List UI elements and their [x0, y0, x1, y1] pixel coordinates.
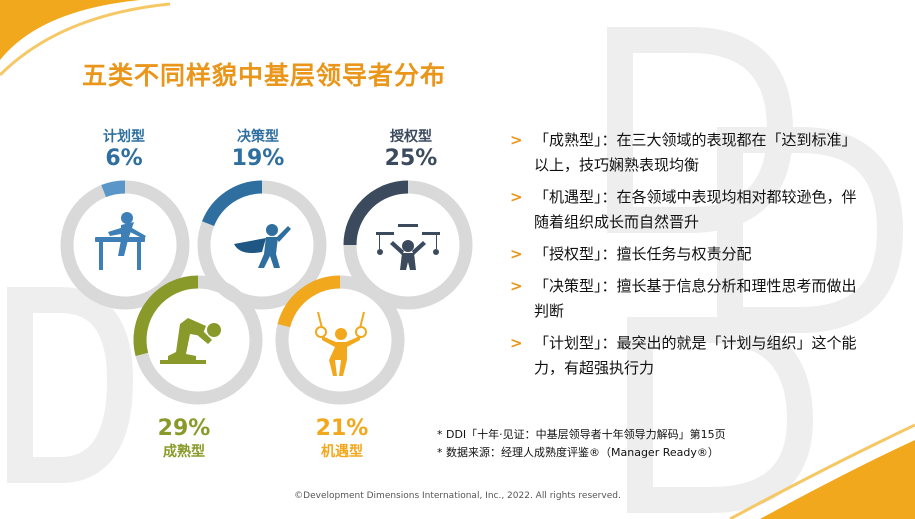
bullet-text: 「机遇型」：在各领域中表现均相对都较逊色，伴随着组织成长而自然晋升: [534, 188, 857, 231]
list-item: > 「决策型」：擅长基于信息分析和理性思考而做出判断: [510, 274, 870, 324]
description-list: > 「成熟型」：在三大领域的表现都在「达到标准」以上，技巧娴熟表现均衡 > 「机遇型…: [510, 128, 870, 388]
list-item: > 「成熟型」：在三大领域的表现都在「达到标准」以上，技巧娴熟表现均衡: [510, 128, 870, 178]
bullet-text: 「决策型」：擅长基于信息分析和理性思考而做出判断: [534, 277, 857, 320]
label-opportunity-name: 机遇型: [321, 444, 363, 460]
bottom-right-swoosh: [760, 440, 915, 519]
footnote-source-book: * DDI「十年·见证：中基层领导者十年领导力解码」第15页: [437, 428, 726, 441]
label-opportunity: 21% 机遇型: [282, 416, 402, 461]
label-mature-name: 成熟型: [163, 444, 205, 460]
label-delegator-name: 授权型: [390, 129, 432, 145]
label-planner-pct: 6%: [105, 146, 143, 171]
ring-arc-delegator: [343, 180, 409, 246]
bullet-arrow-icon: >: [510, 131, 523, 149]
slide-title: 五类不同样貌中基层领导者分布: [82, 61, 447, 90]
copyright: ©Development Dimensions International, I…: [294, 491, 621, 501]
list-item: > 「机遇型」：在各领域中表现均相对都较逊色，伴随着组织成长而自然晋升: [510, 185, 870, 235]
list-item: > 「授权型」：擅长任务与权责分配: [510, 242, 870, 267]
bullet-arrow-icon: >: [510, 188, 523, 206]
label-mature-pct: 29%: [157, 416, 211, 441]
footnotes: * DDI「十年·见证：中基层领导者十年领导力解码」第15页 * 数据来源：经理…: [437, 426, 726, 462]
list-item: > 「计划型」：最突出的就是「计划与组织」这个能力，有超强执行力: [510, 331, 870, 381]
ring-arc-planner: [101, 180, 126, 198]
bullet-arrow-icon: >: [510, 245, 523, 263]
swimmer-start-icon: [160, 318, 221, 364]
bullet-text: 「成熟型」：在三大领域的表现都在「达到标准」以上，技巧娴熟表现均衡: [534, 131, 857, 174]
label-mature: 29% 成熟型: [124, 416, 244, 461]
label-decider: 决策型 19%: [198, 126, 318, 171]
caped-hero-icon: [234, 224, 291, 268]
label-opportunity-pct: 21%: [315, 416, 369, 441]
bullet-arrow-icon: >: [510, 334, 523, 352]
planner-figure-icon: [95, 212, 146, 270]
label-delegator: 授权型 25%: [351, 126, 471, 171]
ring-arc-opportunity: [277, 275, 341, 328]
label-planner: 计划型 6%: [64, 126, 184, 171]
ring-arc-decider: [202, 180, 263, 227]
bullet-text: 「计划型」：最突出的就是「计划与组织」这个能力，有超强执行力: [534, 334, 857, 377]
ddi-watermark: [7, 27, 904, 513]
label-planner-name: 计划型: [103, 129, 145, 145]
footnote-data-source: * 数据来源：经理人成熟度评鉴®（Manager Ready®）: [437, 446, 719, 459]
ring-arc-mature: [133, 275, 199, 357]
label-decider-name: 决策型: [237, 129, 279, 145]
label-decider-pct: 19%: [231, 146, 285, 171]
puppeteer-icon: [376, 224, 440, 270]
top-left-swoosh: [0, 0, 140, 60]
top-left-swoosh-line: [0, 2, 171, 77]
bullet-text: 「授权型」：擅长任务与权责分配: [534, 245, 752, 263]
gymnast-rings-icon: [315, 311, 367, 376]
bullet-arrow-icon: >: [510, 277, 523, 295]
bottom-right-swoosh-line: [729, 423, 915, 519]
label-delegator-pct: 25%: [384, 146, 438, 171]
